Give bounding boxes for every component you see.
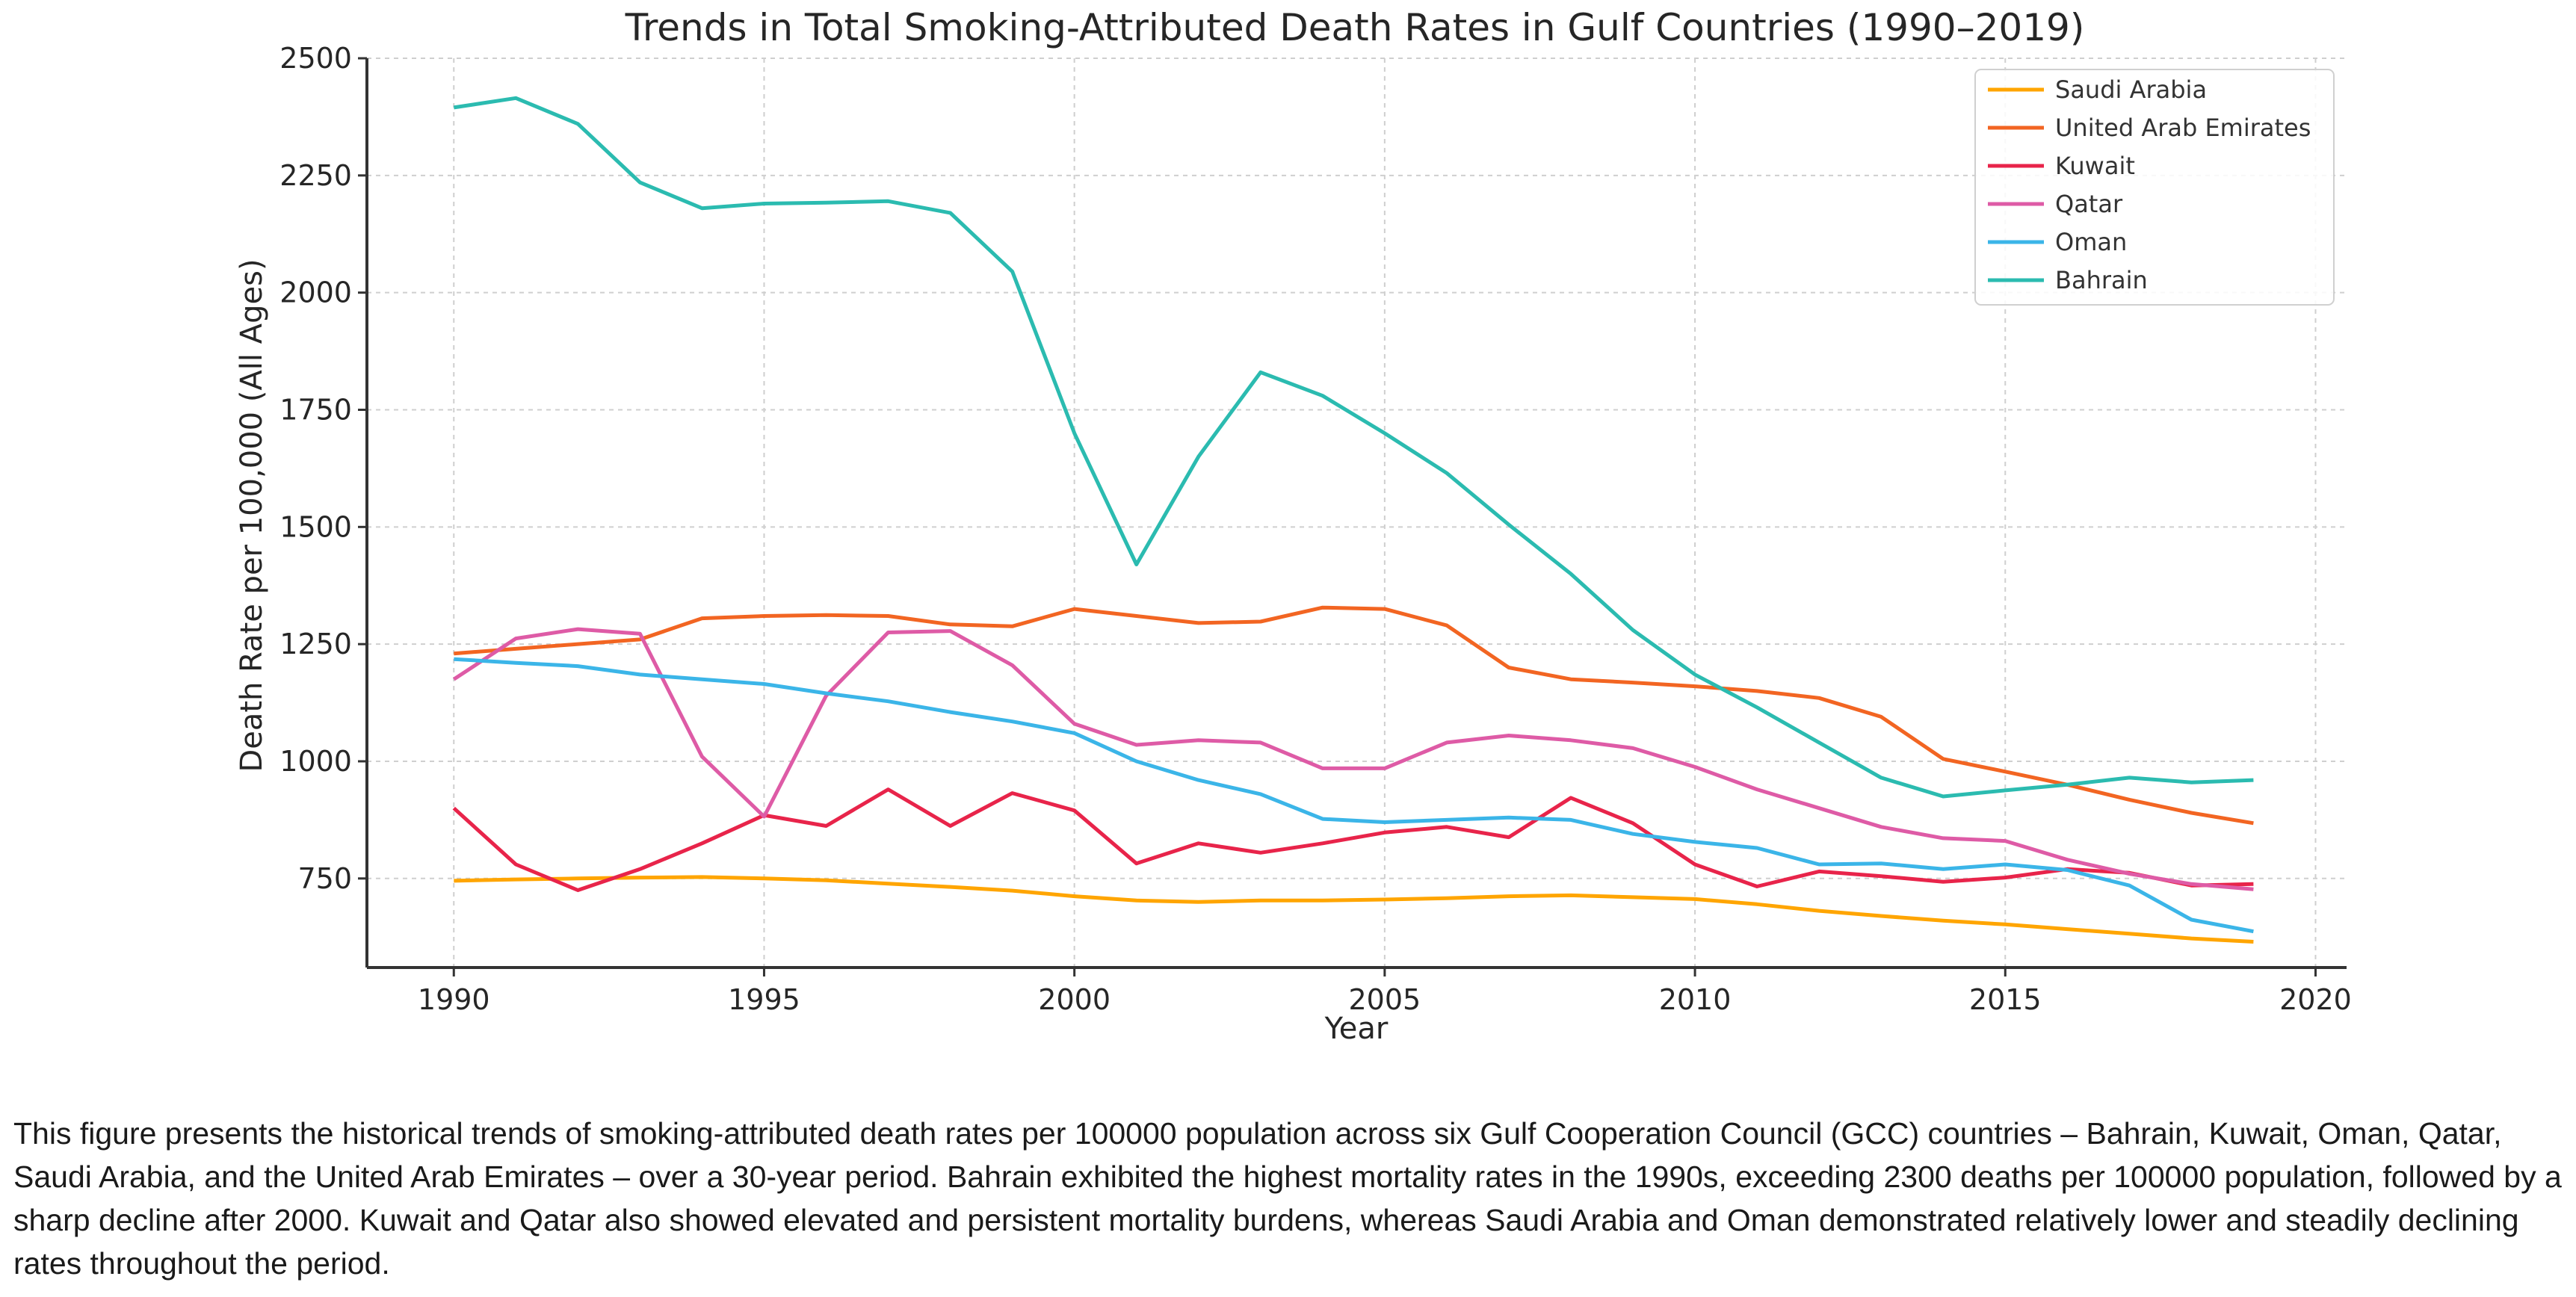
x-tick-label: 2010 xyxy=(1659,983,1732,1016)
y-tick-label: 750 xyxy=(297,862,352,895)
legend-label: Oman xyxy=(2055,228,2127,256)
chart-title: Trends in Total Smoking-Attributed Death… xyxy=(625,6,2085,49)
x-tick-label: 2015 xyxy=(1969,983,2042,1016)
legend-item-bahrain: Bahrain xyxy=(1988,266,2148,294)
y-tick-label: 2500 xyxy=(279,42,352,75)
legend-item-saudi-arabia: Saudi Arabia xyxy=(1988,75,2207,104)
y-tick-label: 2250 xyxy=(279,159,352,192)
legend-item-oman: Oman xyxy=(1988,228,2127,256)
legend-label: Kuwait xyxy=(2055,152,2135,180)
legend-label: Saudi Arabia xyxy=(2055,75,2207,104)
series-line-united-arab-emirates xyxy=(454,605,2254,826)
y-tick-label: 1250 xyxy=(279,628,352,660)
figure-caption: This figure presents the historical tren… xyxy=(13,1116,2562,1281)
series-lines xyxy=(452,96,2254,944)
series-line-oman xyxy=(454,657,2254,934)
x-axis-label: Year xyxy=(1324,1012,1389,1046)
legend-label: Qatar xyxy=(2055,190,2123,218)
y-axis-label: Death Rate per 100,000 (All Ages) xyxy=(235,259,269,772)
grid xyxy=(367,58,2347,968)
x-tick-label: 2020 xyxy=(2279,983,2352,1016)
y-tick-label: 1750 xyxy=(279,393,352,426)
y-ticks: 750 1000 1250 1500 1750 2000 2250 2500 xyxy=(279,42,367,895)
x-tick-label: 1995 xyxy=(728,983,800,1016)
legend-item-qatar: Qatar xyxy=(1988,190,2123,218)
x-tick-label: 1990 xyxy=(418,983,490,1016)
legend-item-united-arab-emirates: United Arab Emirates xyxy=(1988,114,2311,142)
line-chart: Trends in Total Smoking-Attributed Death… xyxy=(235,6,2352,1046)
series-line-qatar xyxy=(452,627,2254,891)
axes xyxy=(365,58,2347,969)
series-line-kuwait xyxy=(452,787,2254,892)
legend-label: United Arab Emirates xyxy=(2055,114,2311,142)
legend-item-kuwait: Kuwait xyxy=(1988,152,2135,180)
x-tick-label: 2000 xyxy=(1038,983,1111,1016)
x-ticks: 1990 1995 2000 2005 2010 2015 2020 xyxy=(418,968,2352,1016)
y-tick-label: 1500 xyxy=(279,510,352,543)
legend: Saudi Arabia United Arab Emirates Kuwait Qa… xyxy=(1974,69,2335,306)
y-tick-label: 1000 xyxy=(279,745,352,778)
legend-box xyxy=(1974,69,2335,306)
y-tick-label: 2000 xyxy=(279,276,352,309)
series-line-bahrain xyxy=(453,96,2254,799)
legend-label: Bahrain xyxy=(2055,266,2148,294)
series-line-saudi-arabia xyxy=(454,875,2254,944)
x-tick-label: 2005 xyxy=(1349,983,1421,1016)
